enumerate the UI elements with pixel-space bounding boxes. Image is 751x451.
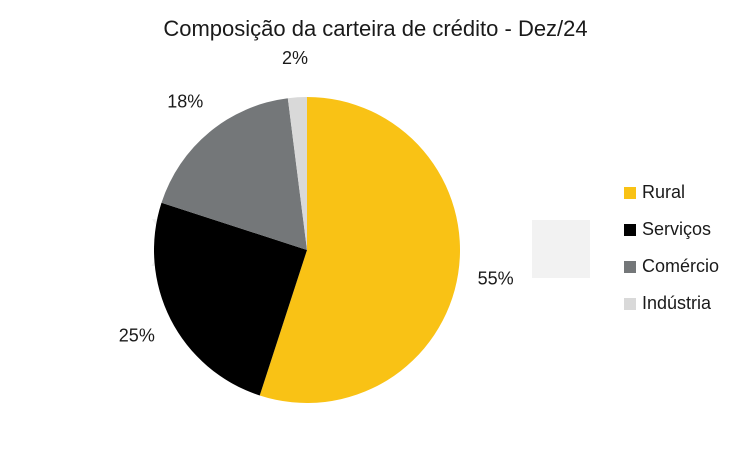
legend-label-comercio: Comércio [642,256,720,276]
legend-swatch-comercio [624,260,636,273]
data-label-comercio: 18% [167,92,203,112]
legend-label-industria: Indústria [642,293,712,313]
legend-item-servicos: Serviços [624,217,744,242]
chart-title: Composição da carteira de crédito - Dez/… [163,16,588,41]
data-label-industria: 2% [282,48,308,68]
legend-swatch-rural [624,186,636,199]
legend-label-rural: Rural [642,182,686,202]
pie-slice-rural [259,97,460,403]
pie-slice-industria [287,97,307,250]
legend-label-servicos: Serviços [642,219,712,239]
legend-item-industria: Indústria [624,291,744,316]
legend-swatch-industria [624,297,636,310]
pie-data-labels: 55% 25% 18% 2% [119,48,514,345]
legend: Rural Serviços Comércio Indústria [624,180,744,328]
pie-slice-comercio [161,98,307,250]
data-label-servicos: 25% [119,325,155,345]
pie-slices [153,97,460,403]
legend-swatch-servicos [624,223,636,236]
pie-slice-servicos [153,202,307,396]
data-label-rural: 55% [478,269,514,289]
legend-item-rural: Rural [624,180,744,205]
legend-item-comercio: Comércio [624,254,744,279]
watermark-logo-box [532,220,590,278]
